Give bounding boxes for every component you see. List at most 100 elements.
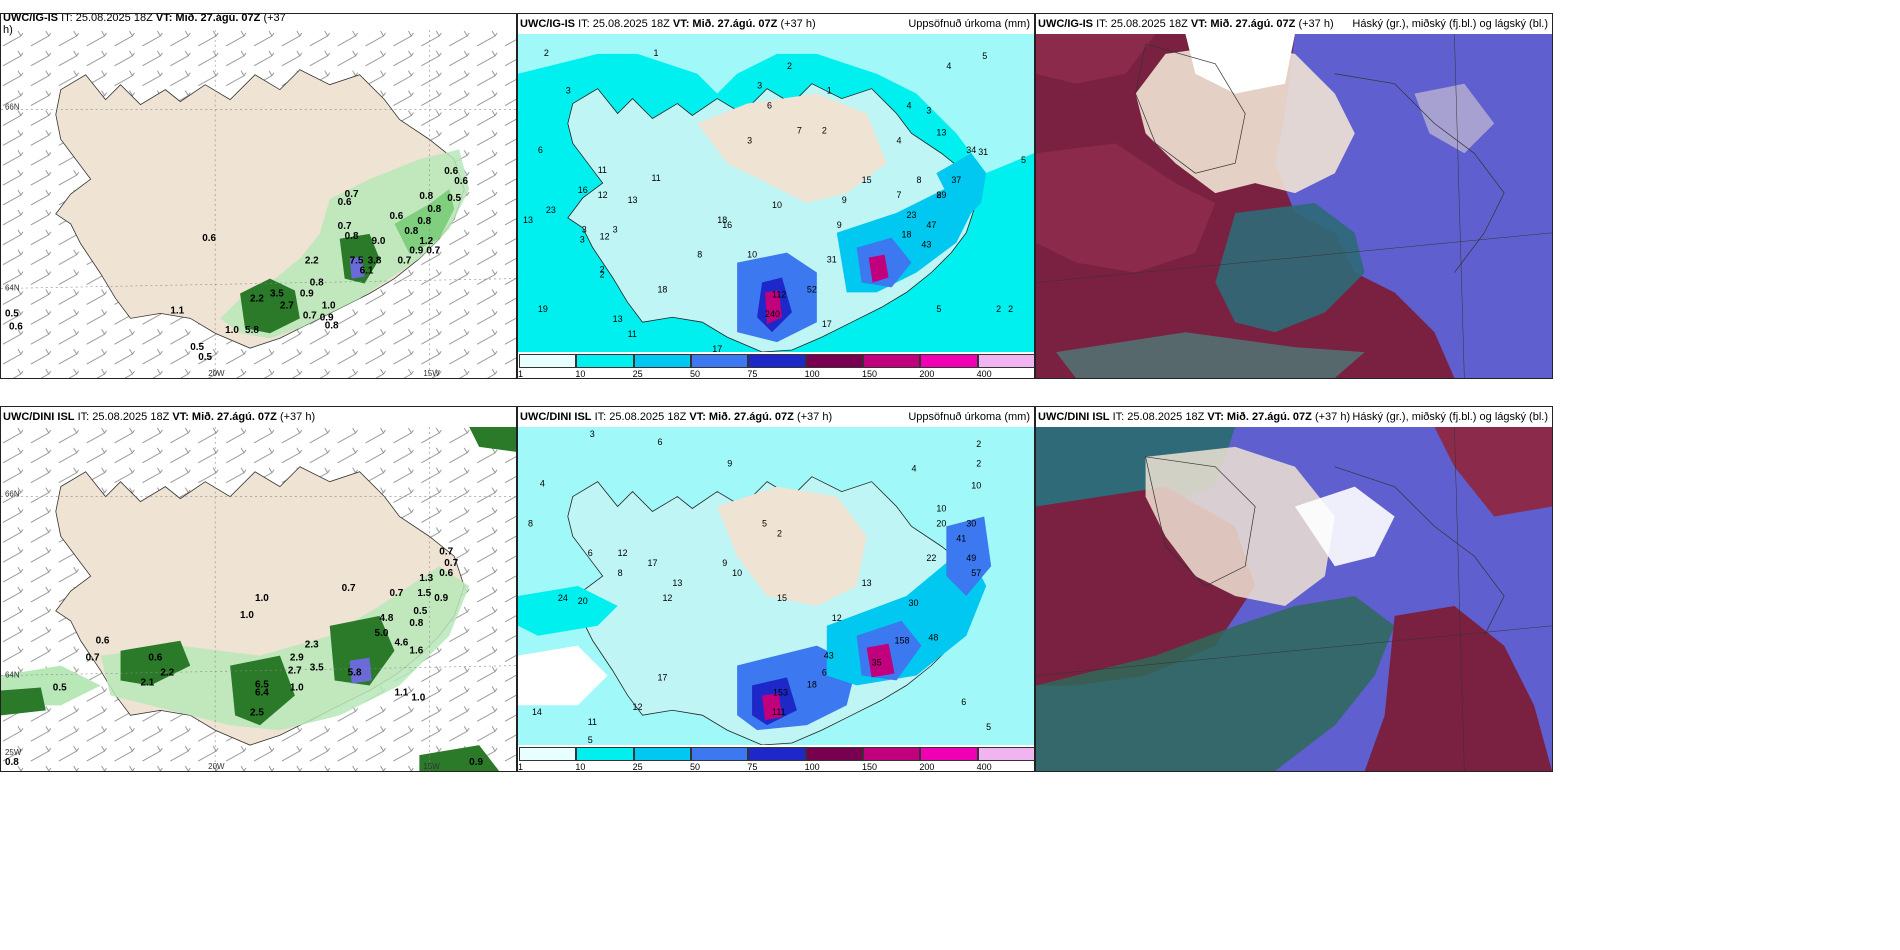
svg-text:10: 10 bbox=[772, 200, 782, 210]
svg-text:2.7: 2.7 bbox=[288, 666, 302, 677]
colorbar-swatch bbox=[977, 354, 1034, 368]
lon-label: 15W bbox=[423, 369, 440, 378]
svg-text:6: 6 bbox=[767, 101, 772, 111]
svg-text:0.7: 0.7 bbox=[397, 256, 411, 267]
svg-text:0.9: 0.9 bbox=[300, 288, 314, 299]
colorbar-swatch bbox=[576, 747, 634, 761]
panel-header: UWC/DINI ISL IT: 25.08.2025 18Z VT: Mið.… bbox=[1, 407, 516, 427]
colorbar-swatch bbox=[863, 747, 921, 761]
svg-text:20: 20 bbox=[578, 596, 588, 606]
svg-text:0.6: 0.6 bbox=[148, 653, 162, 664]
colorbar-swatch bbox=[977, 747, 1034, 761]
svg-text:2: 2 bbox=[1008, 304, 1013, 314]
map-area[interactable]: 2 1 5 3 6 3 1 4 2 6 2 7 3 4 3 4 13 11 16… bbox=[518, 34, 1034, 352]
map-panel-ig-is-wind[interactable]: UWC/IG-IS IT: 25.08.2025 18Z VT: Mið. 27… bbox=[0, 13, 517, 379]
colorbar-swatch bbox=[748, 747, 806, 761]
map-canvas: 66N 64N 25W 20W 15W 0.7 0.7 0.6 1.3 1.5 … bbox=[1, 427, 516, 771]
svg-text:12: 12 bbox=[618, 548, 628, 558]
map-area[interactable]: 3 4 2 6 9 8 2 4 17 12 13 12 8 5 2 6 24 2… bbox=[518, 427, 1034, 745]
lead-time: (+37 h) bbox=[1314, 411, 1351, 423]
svg-text:12: 12 bbox=[662, 593, 672, 603]
panel-header: UWC/IG-IS IT: 25.08.2025 18Z VT: Mið. 27… bbox=[1036, 14, 1552, 34]
svg-text:9.0: 9.0 bbox=[372, 236, 386, 247]
map-area[interactable] bbox=[1036, 34, 1552, 378]
valid-time: VT: Mið. 27.ágú. 07Z bbox=[172, 411, 277, 423]
svg-text:4.6: 4.6 bbox=[394, 638, 408, 649]
svg-text:18: 18 bbox=[717, 215, 727, 225]
map-panel-dini-clouds[interactable]: UWC/DINI ISL IT: 25.08.2025 18Z VT: Mið.… bbox=[1035, 406, 1553, 772]
map-panel-dini-wind[interactable]: UWC/DINI ISL IT: 25.08.2025 18Z VT: Mið.… bbox=[0, 406, 517, 772]
svg-text:11: 11 bbox=[588, 717, 597, 727]
svg-text:5: 5 bbox=[986, 722, 991, 732]
svg-text:153: 153 bbox=[773, 687, 788, 697]
svg-text:47: 47 bbox=[926, 220, 936, 230]
lat-label: 64N bbox=[5, 284, 20, 293]
svg-text:3: 3 bbox=[590, 429, 595, 439]
colorbar-swatch bbox=[633, 354, 691, 368]
svg-text:0.7: 0.7 bbox=[389, 588, 403, 599]
svg-text:2.3: 2.3 bbox=[305, 640, 319, 651]
svg-text:1.3: 1.3 bbox=[419, 573, 433, 584]
panel-header: UWC/DINI ISL IT: 25.08.2025 18Z VT: Mið.… bbox=[518, 407, 1034, 427]
svg-text:16: 16 bbox=[722, 220, 732, 230]
svg-text:0.6: 0.6 bbox=[96, 636, 110, 647]
svg-text:4: 4 bbox=[906, 101, 911, 111]
model-name: UWC/IG-IS bbox=[520, 18, 575, 30]
svg-text:8: 8 bbox=[618, 568, 623, 578]
svg-text:8: 8 bbox=[528, 518, 533, 528]
svg-text:0.5: 0.5 bbox=[413, 606, 427, 617]
svg-text:6: 6 bbox=[657, 437, 662, 447]
svg-text:0.8: 0.8 bbox=[419, 191, 433, 202]
svg-text:10: 10 bbox=[936, 503, 946, 513]
model-name: UWC/IG-IS bbox=[1038, 18, 1093, 30]
svg-text:0.8: 0.8 bbox=[427, 204, 441, 215]
colorbar-swatch bbox=[691, 354, 749, 368]
svg-text:111: 111 bbox=[772, 707, 786, 717]
svg-text:0.8: 0.8 bbox=[5, 757, 19, 768]
svg-text:5.8: 5.8 bbox=[348, 668, 362, 679]
colorbar-tick: 1 bbox=[518, 369, 524, 379]
svg-text:5.0: 5.0 bbox=[375, 628, 389, 639]
init-time: IT: 25.08.2025 18Z bbox=[61, 13, 153, 24]
init-time: IT: 25.08.2025 18Z bbox=[594, 411, 687, 423]
svg-text:23: 23 bbox=[906, 210, 916, 220]
svg-text:16: 16 bbox=[578, 185, 588, 195]
svg-text:12: 12 bbox=[600, 232, 610, 242]
model-name: UWC/DINI ISL bbox=[1038, 411, 1110, 423]
map-area[interactable]: 66N 64N 20W 15W 0.7 0.6 0.6 0.6 0.8 0.5 … bbox=[1, 30, 516, 378]
lon-label: 20W bbox=[208, 369, 225, 378]
svg-text:0.5: 0.5 bbox=[53, 682, 67, 693]
svg-text:18: 18 bbox=[657, 284, 667, 294]
svg-text:9: 9 bbox=[842, 195, 847, 205]
lat-label: 25W bbox=[5, 748, 22, 757]
field-title: Háský (gr.), miðský (fj.bl.) og lágský (… bbox=[1352, 18, 1548, 30]
lat-label: 66N bbox=[5, 490, 20, 499]
svg-text:0.6: 0.6 bbox=[202, 233, 216, 244]
svg-text:4: 4 bbox=[540, 479, 545, 489]
svg-text:13: 13 bbox=[936, 127, 946, 137]
svg-text:0.7: 0.7 bbox=[345, 189, 359, 200]
svg-text:34: 34 bbox=[966, 145, 976, 155]
svg-text:0.5: 0.5 bbox=[447, 193, 461, 204]
svg-text:4: 4 bbox=[897, 135, 902, 145]
lead-time: (+37 bbox=[263, 13, 286, 24]
colorbar-tick: 100 bbox=[804, 762, 820, 772]
svg-text:3: 3 bbox=[926, 106, 931, 116]
svg-text:5: 5 bbox=[762, 518, 767, 528]
init-time: IT: 25.08.2025 18Z bbox=[1096, 18, 1188, 30]
map-panel-dini-precip[interactable]: UWC/DINI ISL IT: 25.08.2025 18Z VT: Mið.… bbox=[517, 406, 1035, 772]
colorbar-swatch bbox=[691, 747, 749, 761]
colorbar: 1 10 25 50 75 100 150 200 400 bbox=[518, 745, 1034, 771]
init-time: IT: 25.08.2025 18Z bbox=[1112, 411, 1205, 423]
map-area[interactable] bbox=[1036, 427, 1552, 771]
svg-text:158: 158 bbox=[895, 636, 910, 646]
svg-text:2: 2 bbox=[600, 269, 605, 279]
svg-text:1.1: 1.1 bbox=[394, 687, 408, 698]
map-panel-ig-is-precip[interactable]: UWC/IG-IS IT: 25.08.2025 18Z VT: Mið. 27… bbox=[517, 13, 1035, 379]
map-panel-ig-is-clouds[interactable]: UWC/IG-IS IT: 25.08.2025 18Z VT: Mið. 27… bbox=[1035, 13, 1553, 379]
field-title: Háský (gr.), miðský (fj.bl.) og lágský (… bbox=[1352, 411, 1548, 423]
map-area[interactable]: 66N 64N 25W 20W 15W 0.7 0.7 0.6 1.3 1.5 … bbox=[1, 427, 516, 771]
svg-text:5: 5 bbox=[588, 735, 593, 745]
colorbar: 1 10 25 50 75 100 150 200 400 bbox=[518, 352, 1034, 378]
colorbar-tick: 150 bbox=[862, 762, 878, 772]
